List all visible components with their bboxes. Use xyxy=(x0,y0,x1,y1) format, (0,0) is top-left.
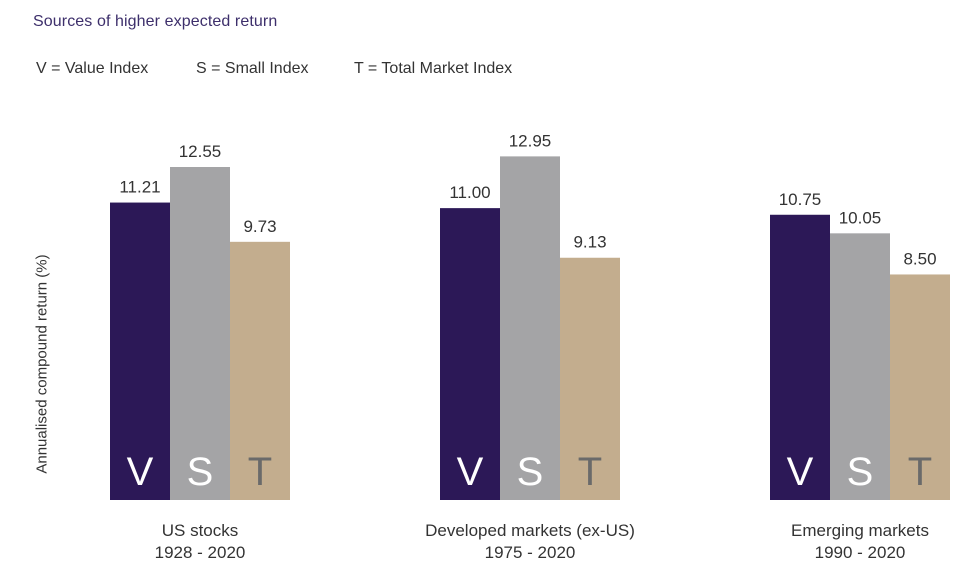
bar-s-group-1 xyxy=(170,167,230,500)
legend: V = Value Index S = Small Index T = Tota… xyxy=(36,60,512,78)
bar-letter: S xyxy=(517,450,544,494)
category-period: 1975 - 2020 xyxy=(485,543,576,562)
category-label: Emerging markets xyxy=(791,521,929,540)
bar-s-group-3 xyxy=(830,233,890,500)
bar-letter: T xyxy=(248,450,272,494)
data-label: 10.05 xyxy=(839,208,882,227)
bar-v-group-3 xyxy=(770,214,830,500)
legend-item-total: T = Total Market Index xyxy=(354,60,513,77)
category-label: US stocks xyxy=(162,521,239,540)
data-label: 11.21 xyxy=(119,178,160,197)
legend-item-small: S = Small Index xyxy=(196,60,309,77)
chart-subtitle: Sources of higher expected return xyxy=(33,13,278,30)
bar-letter: V xyxy=(457,450,484,494)
data-label: 12.55 xyxy=(179,142,222,161)
bar-letter: V xyxy=(787,450,814,494)
bar-letter: T xyxy=(908,450,932,494)
data-label: 9.13 xyxy=(573,233,606,252)
data-label: 10.75 xyxy=(779,190,822,209)
data-label: 8.50 xyxy=(903,249,936,268)
category-period: 1990 - 2020 xyxy=(815,543,906,562)
data-label: 12.95 xyxy=(509,131,552,150)
bar-letter: S xyxy=(847,450,874,494)
bar-t-group-1 xyxy=(230,241,290,500)
bar-v-group-2 xyxy=(440,208,500,500)
bar-v-group-1 xyxy=(110,202,170,501)
bar-letter: S xyxy=(187,450,214,494)
bar-letter: V xyxy=(127,450,154,494)
legend-item-value: V = Value Index xyxy=(36,60,149,77)
bar-letter: T xyxy=(578,450,602,494)
bar-t-group-3 xyxy=(890,274,950,500)
bar-s-group-2 xyxy=(500,156,560,500)
category-label: Developed markets (ex-US) xyxy=(425,521,635,540)
category-period: 1928 - 2020 xyxy=(155,543,246,562)
data-label: 11.00 xyxy=(449,183,490,202)
bar-t-group-2 xyxy=(560,257,620,500)
data-label: 9.73 xyxy=(243,217,276,236)
